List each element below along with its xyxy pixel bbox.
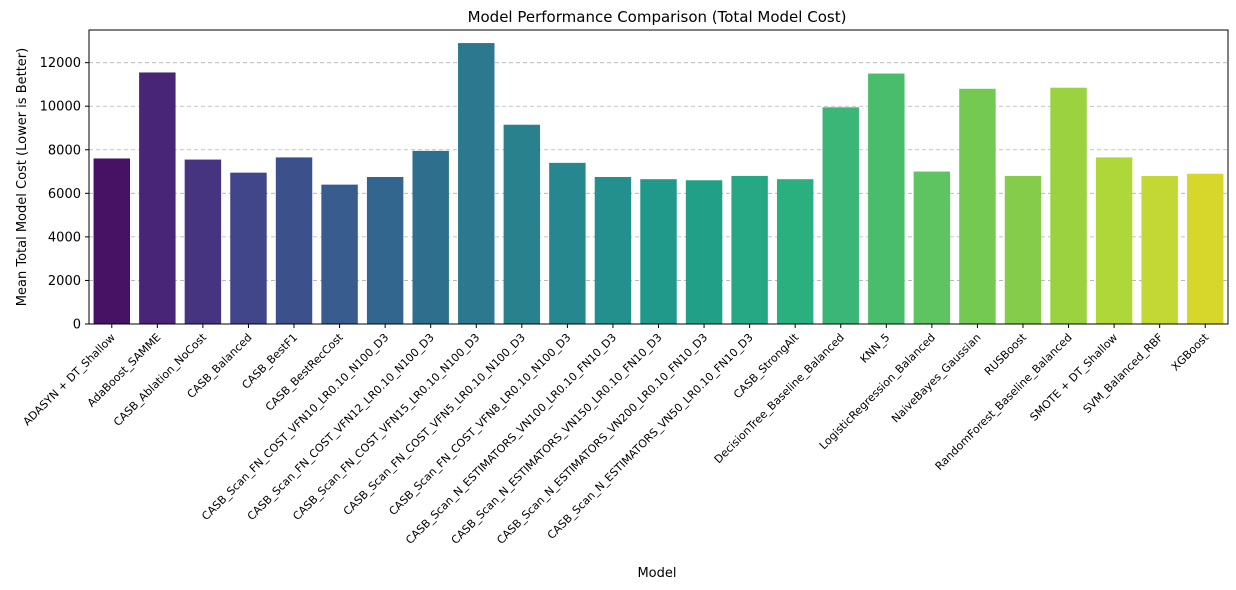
bar bbox=[184, 159, 222, 324]
x-axis-label: Model bbox=[637, 566, 676, 581]
bar bbox=[959, 88, 996, 324]
bar bbox=[549, 162, 586, 324]
x-tick-label: RUSBoost bbox=[982, 330, 1030, 378]
bar bbox=[1004, 175, 1042, 324]
y-tick-label: 2000 bbox=[48, 274, 81, 289]
y-tick-label: 8000 bbox=[48, 143, 81, 158]
bar bbox=[503, 124, 541, 324]
x-tick-label: XGBoost bbox=[1169, 330, 1212, 373]
y-tick-label: 4000 bbox=[48, 230, 81, 245]
y-tick-label: 12000 bbox=[40, 56, 81, 71]
bar bbox=[640, 179, 677, 324]
x-tick-label: KNN_5 bbox=[858, 331, 893, 366]
bar bbox=[1095, 157, 1133, 324]
y-tick-label: 10000 bbox=[40, 100, 81, 115]
bar bbox=[366, 177, 404, 324]
x-tick-label: CASB_Ablation_NoCost bbox=[111, 330, 209, 428]
y-axis: 0 2000 4000 6000 8000 10000 12000 bbox=[40, 56, 89, 333]
bar bbox=[731, 175, 768, 324]
bars bbox=[93, 43, 1224, 325]
bar bbox=[776, 179, 814, 324]
bar bbox=[685, 180, 723, 324]
bar bbox=[913, 171, 951, 324]
x-tick-label: CASB_BestRecCost bbox=[263, 330, 346, 413]
x-tick-label: CASB_Scan_N_ESTIMATORS_VN50_LR0.10_FN10_… bbox=[545, 331, 756, 542]
x-tick-label: CASB_Scan_N_ESTIMATORS_VN150_LR0.10_FN10… bbox=[449, 331, 665, 547]
bar bbox=[594, 177, 632, 324]
x-tick-label: ADASYN + DT_Shallow bbox=[21, 331, 118, 428]
bar bbox=[139, 72, 176, 324]
x-axis: ADASYN + DT_ShallowAdaBoost_SAMMECASB_Ab… bbox=[21, 324, 1212, 547]
bar bbox=[230, 172, 267, 324]
bar bbox=[458, 43, 495, 325]
bar bbox=[412, 150, 449, 324]
bar bbox=[822, 107, 859, 324]
x-tick-label: NaiveBayes_Gaussian bbox=[889, 331, 983, 425]
bar bbox=[868, 73, 905, 324]
chart-title: Model Performance Comparison (Total Mode… bbox=[468, 8, 847, 26]
x-tick-label: CASB_Scan_N_ESTIMATORS_VN100_LR0.10_FN10… bbox=[403, 331, 619, 547]
bar bbox=[321, 184, 358, 324]
x-tick-label: SVM_Balanced_RBF bbox=[1081, 331, 1166, 416]
bar bbox=[93, 158, 131, 324]
bar bbox=[1050, 87, 1087, 324]
x-tick-label: CASB_Scan_N_ESTIMATORS_VN200_LR0.10_FN10… bbox=[494, 331, 710, 547]
y-axis-label: Mean Total Model Cost (Lower is Better) bbox=[15, 48, 30, 306]
bar bbox=[1186, 173, 1224, 324]
bar bbox=[1141, 175, 1178, 324]
x-tick-label: SMOTE + DT_Shallow bbox=[1027, 331, 1120, 424]
y-tick-label: 6000 bbox=[48, 187, 81, 202]
y-tick-label: 0 bbox=[73, 318, 81, 333]
bar bbox=[275, 157, 313, 324]
